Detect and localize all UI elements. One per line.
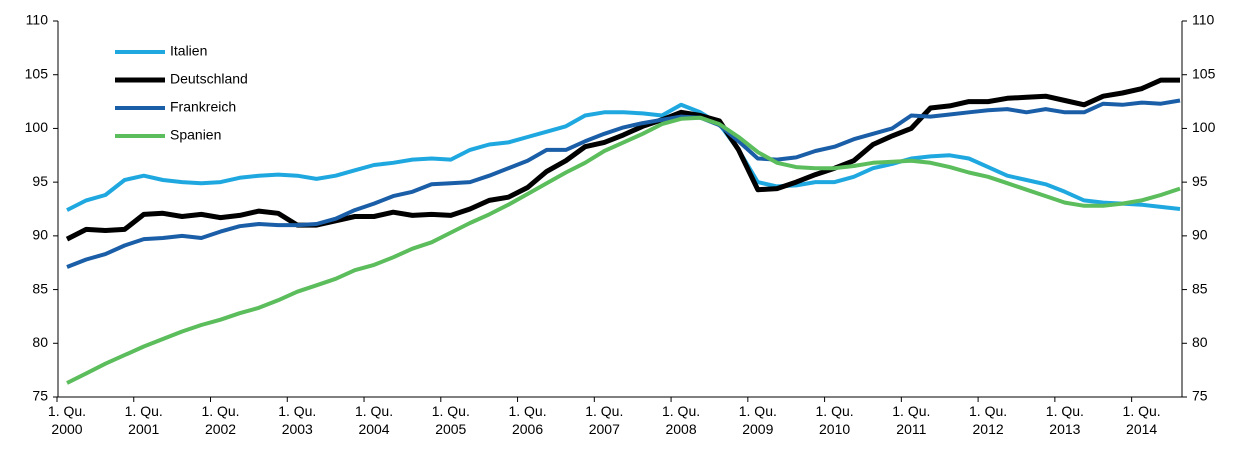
x-tick-label: 1. Qu. 2006 xyxy=(508,403,547,437)
y-tick-label: 90 xyxy=(32,227,48,243)
series-line xyxy=(65,77,1180,242)
y2-tick-label: 100 xyxy=(1192,119,1216,135)
legend-label: Spanien xyxy=(170,127,221,143)
legend-label: Frankreich xyxy=(170,99,236,115)
y-tick-label: 80 xyxy=(32,334,48,350)
series-line xyxy=(66,115,1181,385)
y2-tick-label: 85 xyxy=(1192,280,1208,296)
legend-label: Deutschland xyxy=(170,71,248,87)
x-tick-label: 1. Qu. 2005 xyxy=(431,403,470,437)
x-tick-label: 1. Qu. 2009 xyxy=(738,403,777,437)
series-line xyxy=(66,102,1181,212)
y2-tick-label: 90 xyxy=(1192,227,1208,243)
x-tick-label: 1. Qu. 2014 xyxy=(1122,403,1161,437)
y-tick-label: 95 xyxy=(32,173,48,189)
x-tick-label: 1. Qu. 2008 xyxy=(661,403,701,437)
legend-label: Italien xyxy=(170,43,207,59)
y-tick-label: 110 xyxy=(26,12,49,28)
y-tick-label: 75 xyxy=(32,388,48,404)
x-tick-label: 1. Qu. 2010 xyxy=(815,403,854,437)
x-tick-label: 1. Qu. 2013 xyxy=(1045,403,1084,437)
x-tick-label: 1. Qu. 2011 xyxy=(892,403,931,437)
x-tick-label: 1. Qu. 2000 xyxy=(47,403,87,437)
y2-tick-label: 95 xyxy=(1192,173,1208,189)
y2-tick-label: 80 xyxy=(1192,334,1208,350)
y2-tick-label: 110 xyxy=(1192,12,1215,28)
y-tick-label: 105 xyxy=(25,65,49,81)
x-tick-label: 1. Qu. 2001 xyxy=(124,403,163,437)
series-line xyxy=(66,98,1181,269)
y-tick-label: 100 xyxy=(25,119,49,135)
x-tick-label: 1. Qu. 2003 xyxy=(278,403,317,437)
y2-tick-label: 75 xyxy=(1192,388,1208,404)
x-tick-label: 1. Qu. 2002 xyxy=(201,403,240,437)
x-tick-label: 1. Qu. 2007 xyxy=(585,403,624,437)
y-tick-label: 85 xyxy=(32,280,48,296)
x-tick-label: 1. Qu. 2004 xyxy=(354,403,394,437)
x-tick-label: 1. Qu. 2012 xyxy=(969,403,1008,437)
y2-tick-label: 105 xyxy=(1192,65,1216,81)
